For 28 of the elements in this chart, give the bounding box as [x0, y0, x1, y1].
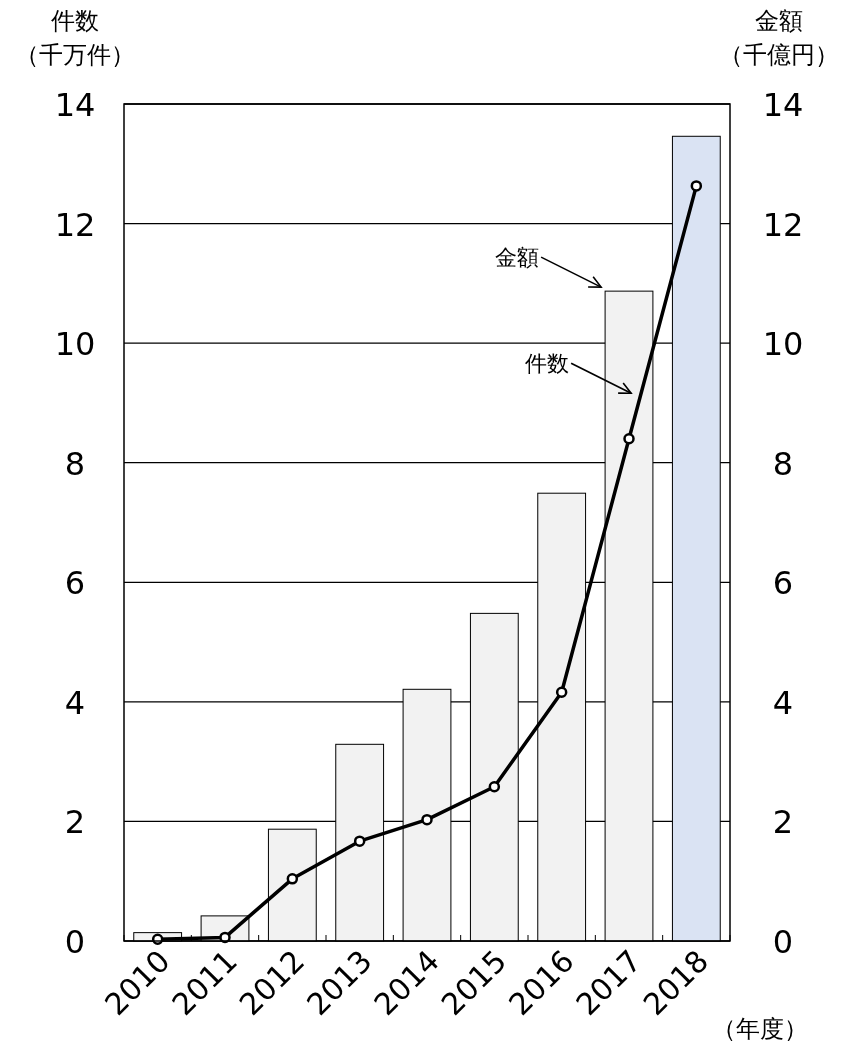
- y2-tick-label: 12: [762, 205, 804, 244]
- y2-tick-label: 2: [772, 803, 794, 842]
- y-tick-label: 14: [54, 86, 96, 124]
- point: [623, 433, 635, 445]
- y2-axis-title: 金額（千億円）: [718, 6, 840, 71]
- y-tick-label: 10: [54, 325, 96, 364]
- y-tick-label: 6: [64, 564, 86, 603]
- y-tick-label: 4: [64, 683, 86, 722]
- point: [555, 686, 568, 699]
- y2-tick-label: 4: [772, 683, 794, 722]
- legend-label: 件数: [525, 351, 570, 377]
- y-tick-label: 0: [64, 923, 86, 961]
- y2-tick-label: 10: [762, 325, 804, 364]
- y-axis-title: 件数（千万件）: [14, 6, 136, 71]
- x-axis-title: （年度）: [711, 1014, 809, 1045]
- legend-label: 金額: [495, 245, 540, 271]
- y-tick-label: 8: [64, 444, 86, 483]
- y-tick-label: 2: [64, 803, 86, 842]
- y2-tick-label: 14: [762, 86, 804, 124]
- y2-tick-label: 6: [772, 564, 794, 603]
- point: [421, 813, 433, 826]
- y-tick-label: 12: [54, 205, 96, 244]
- point: [353, 835, 366, 847]
- y2-tick-label: 0: [772, 923, 794, 961]
- point: [286, 873, 299, 885]
- point: [488, 781, 501, 793]
- y2-tick-label: 8: [772, 444, 794, 483]
- point: [690, 180, 703, 192]
